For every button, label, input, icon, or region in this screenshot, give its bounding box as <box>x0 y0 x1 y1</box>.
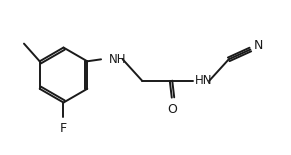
Text: NH: NH <box>109 53 126 66</box>
Text: O: O <box>167 103 177 115</box>
Text: HN: HN <box>195 74 213 87</box>
Text: N: N <box>253 39 263 52</box>
Text: F: F <box>60 122 67 135</box>
